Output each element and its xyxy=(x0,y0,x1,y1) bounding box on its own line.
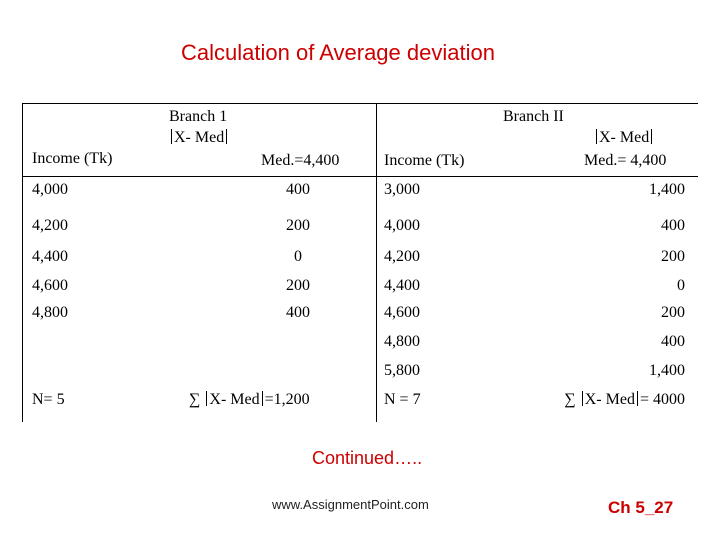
deviation2-cell: 400 xyxy=(661,217,685,234)
table-row: 5,800 1,400 xyxy=(23,362,698,380)
sigma-symbol: ∑ xyxy=(189,391,201,408)
table-row: 4,800 400 xyxy=(23,333,698,351)
table-row: 4,000 400 3,000 1,400 xyxy=(23,181,698,199)
deviation2-cell: 200 xyxy=(661,304,685,321)
income1-cell: 4,800 xyxy=(32,304,68,321)
income2-cell: 4,000 xyxy=(384,217,420,234)
abs-bar-right xyxy=(636,391,638,406)
income-heading-branch1: Income (Tk) xyxy=(32,150,113,167)
table-row: 4,800 400 4,600 200 xyxy=(23,304,698,322)
income-heading-branch2: Income (Tk) xyxy=(384,152,465,169)
income2-cell: 4,800 xyxy=(384,333,420,350)
header-divider xyxy=(23,176,698,177)
deviation1-cell: 200 xyxy=(286,277,310,294)
median-heading-branch1: Med.=4,400 xyxy=(261,152,340,169)
abs-bar-left xyxy=(206,391,208,406)
deviation2-cell: 0 xyxy=(677,277,685,294)
deviation2-cell: 1,400 xyxy=(649,362,685,379)
branch1-count: N= 5 xyxy=(32,391,65,408)
branch2-sum-of-deviations: ∑ X- Med = 4000 xyxy=(564,391,685,408)
abs-bar-left xyxy=(581,391,583,406)
table-row: 4,200 200 4,000 400 xyxy=(23,217,698,235)
abs-bar-left xyxy=(596,129,597,144)
deviation-table: Branch 1 Branch II X- Med X- Med Income … xyxy=(22,103,698,422)
totals-row: N= 5 ∑ X- Med =1,200 N = 7 ∑ X- Med = 4000 xyxy=(23,391,698,409)
deviation1-cell: 200 xyxy=(286,217,310,234)
branch2-count: N = 7 xyxy=(384,391,421,408)
abs-bar-left xyxy=(171,129,172,144)
median-heading-branch2: Med.= 4,400 xyxy=(584,152,667,169)
abs-bar-right xyxy=(261,391,263,406)
column-divider xyxy=(376,104,377,422)
sigma-symbol: ∑ xyxy=(564,391,576,408)
table-row: 4,400 0 4,200 200 xyxy=(23,248,698,266)
income2-cell: 3,000 xyxy=(384,181,420,198)
income2-cell: 4,200 xyxy=(384,248,420,265)
deviation2-cell: 400 xyxy=(661,333,685,350)
branch1-heading: Branch 1 xyxy=(169,108,228,125)
abs-bar-right xyxy=(651,129,653,144)
branch2-abs-dev-heading: X- Med xyxy=(594,129,654,147)
income1-cell: 4,400 xyxy=(32,248,68,265)
branch1-abs-dev-heading: X- Med xyxy=(169,129,229,147)
deviation2-cell: 1,400 xyxy=(649,181,685,198)
branch2-heading: Branch II xyxy=(503,108,564,125)
slide-number: Ch 5_27 xyxy=(608,498,674,517)
income1-cell: 4,200 xyxy=(32,217,68,234)
income2-cell: 4,400 xyxy=(384,277,420,294)
continued-label: Continued….. xyxy=(312,448,423,468)
deviation1-cell: 400 xyxy=(286,181,310,198)
income2-cell: 4,600 xyxy=(384,304,420,321)
branch1-sum-of-deviations: ∑ X- Med =1,200 xyxy=(189,391,310,408)
table-row: 4,600 200 4,400 0 xyxy=(23,277,698,295)
income1-cell: 4,600 xyxy=(32,277,68,294)
website-footer: www.AssignmentPoint.com xyxy=(272,497,429,512)
income1-cell: 4,000 xyxy=(32,181,68,198)
deviation1-cell: 0 xyxy=(294,248,302,265)
slide-title: Calculation of Average deviation xyxy=(181,40,495,65)
abs-bar-right xyxy=(226,129,228,144)
deviation2-cell: 200 xyxy=(661,248,685,265)
deviation1-cell: 400 xyxy=(286,304,310,321)
income2-cell: 5,800 xyxy=(384,362,420,379)
